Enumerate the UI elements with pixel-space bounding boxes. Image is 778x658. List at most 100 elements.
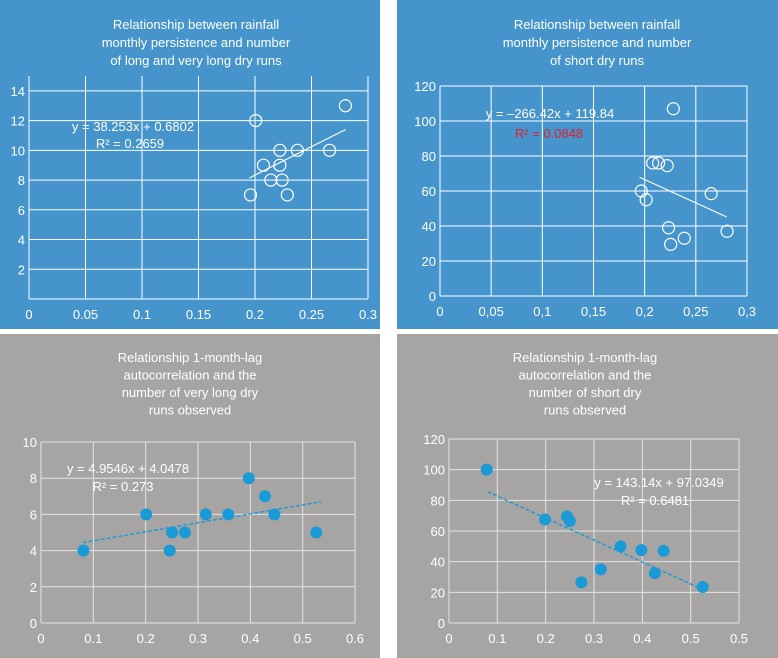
trendline-equation: y = 143.14x + 97.0349 bbox=[594, 475, 723, 490]
y-tick-label: 6 bbox=[18, 203, 25, 218]
trendline bbox=[249, 129, 346, 179]
x-tick-label: 0.3 bbox=[585, 631, 603, 646]
y-tick-label: 100 bbox=[414, 114, 436, 129]
data-point bbox=[575, 576, 588, 589]
y-tick-label: 4 bbox=[18, 233, 25, 248]
x-tick-label: 0,05 bbox=[479, 304, 504, 319]
r-squared-label: R² = 0.2659 bbox=[96, 136, 164, 151]
x-tick-label: 0 bbox=[436, 304, 443, 319]
chart-title-line: autocorrelation and the bbox=[124, 368, 257, 383]
data-point bbox=[268, 508, 281, 521]
y-tick-label: 10 bbox=[23, 435, 37, 450]
chart-panel-3: Relationship 1-month-lag autocorrelation … bbox=[0, 334, 380, 658]
data-point bbox=[249, 113, 263, 128]
y-tick-label: 2 bbox=[18, 262, 25, 277]
x-tick-label: 0.2 bbox=[137, 631, 155, 646]
x-tick-label: 0.1 bbox=[84, 631, 102, 646]
x-tick-label: 0,15 bbox=[581, 304, 606, 319]
y-tick-label: 4 bbox=[30, 544, 37, 559]
chart-2-svg: Relationship between rainfall monthly per… bbox=[414, 17, 756, 319]
x-tick-label: 0,3 bbox=[738, 304, 756, 319]
chart-1-svg: Relationship between rainfall monthly per… bbox=[11, 17, 378, 322]
data-point bbox=[338, 99, 352, 113]
chart-title-line: number of very long dry bbox=[122, 385, 259, 400]
x-tick-label: 0 bbox=[25, 307, 32, 322]
x-tick-label: 0.1 bbox=[133, 307, 151, 322]
x-tick-label: 0,1 bbox=[533, 304, 551, 319]
x-tick-label: 0 bbox=[445, 631, 452, 646]
data-point bbox=[140, 508, 153, 521]
x-tick-label: 0.3 bbox=[359, 307, 377, 322]
y-tick-label: 0 bbox=[438, 616, 445, 631]
y-tick-label: 20 bbox=[422, 254, 436, 269]
x-tick-label: 0,2 bbox=[636, 304, 654, 319]
x-tick-label: 0 bbox=[37, 631, 44, 646]
data-point bbox=[480, 463, 493, 476]
r-squared-label: R² = 0.6481 bbox=[621, 493, 689, 508]
x-tick-label: 0.4 bbox=[241, 631, 259, 646]
chart-title-line: number of short dry bbox=[529, 385, 642, 400]
data-point bbox=[539, 513, 552, 526]
trendline bbox=[487, 491, 704, 591]
x-tick-label: 0.4 bbox=[633, 631, 651, 646]
data-point bbox=[256, 158, 271, 172]
r-squared-label: R² = 0.273 bbox=[92, 479, 153, 494]
data-point bbox=[199, 508, 212, 521]
data-point bbox=[280, 188, 294, 202]
chart-title-line: autocorrelation and the bbox=[519, 368, 652, 383]
chart-title-line: monthly persistence and number bbox=[102, 35, 291, 50]
data-point bbox=[273, 158, 287, 172]
data-point bbox=[242, 472, 255, 485]
x-tick-label: 0.5 bbox=[730, 631, 748, 646]
y-tick-label: 8 bbox=[30, 471, 37, 486]
x-tick-label: 0.5 bbox=[294, 631, 312, 646]
x-tick-label: 0.05 bbox=[73, 307, 98, 322]
trendline bbox=[639, 176, 727, 218]
chart-title-line: Relationship 1-month-lag bbox=[118, 350, 263, 365]
y-tick-label: 6 bbox=[30, 507, 37, 522]
chart-title-line: runs observed bbox=[544, 403, 626, 418]
data-point bbox=[657, 544, 670, 557]
chart-title-line: of long and very long dry runs bbox=[110, 53, 282, 68]
y-tick-label: 12 bbox=[11, 114, 25, 129]
y-tick-label: 120 bbox=[414, 79, 436, 94]
x-tick-label: 0.1 bbox=[488, 631, 506, 646]
data-point bbox=[666, 102, 680, 116]
trendline bbox=[82, 501, 322, 544]
y-tick-label: 0 bbox=[30, 616, 37, 631]
data-point bbox=[163, 544, 176, 557]
y-tick-label: 0 bbox=[429, 289, 436, 304]
data-point bbox=[635, 544, 648, 557]
y-tick-label: 40 bbox=[431, 555, 445, 570]
x-tick-label: 0.5 bbox=[682, 631, 700, 646]
chart-panel-2: Relationship between rainfall monthly per… bbox=[397, 0, 778, 329]
trendline-equation: y = –266.42x + 119.84 bbox=[486, 106, 614, 121]
data-point bbox=[178, 526, 191, 539]
y-tick-label: 80 bbox=[431, 493, 445, 508]
data-point bbox=[614, 540, 627, 553]
data-point bbox=[310, 526, 323, 539]
data-point bbox=[646, 156, 660, 170]
data-point bbox=[563, 515, 576, 528]
data-point bbox=[664, 237, 678, 251]
x-tick-label: 0.2 bbox=[246, 307, 264, 322]
y-tick-label: 10 bbox=[11, 143, 25, 158]
data-point bbox=[166, 526, 179, 539]
trendline-equation: y = 4.9546x + 4.0478 bbox=[67, 461, 189, 476]
data-point bbox=[222, 508, 235, 521]
data-point bbox=[660, 159, 674, 173]
data-point bbox=[243, 188, 258, 202]
y-tick-label: 8 bbox=[18, 173, 25, 188]
x-tick-label: 0.6 bbox=[346, 631, 364, 646]
data-point bbox=[662, 221, 676, 235]
chart-panel-1: Relationship between rainfall monthly per… bbox=[0, 0, 380, 329]
x-tick-label: 0.15 bbox=[186, 307, 211, 322]
x-tick-label: 0,25 bbox=[683, 304, 708, 319]
data-point bbox=[77, 544, 90, 557]
y-tick-label: 2 bbox=[30, 580, 37, 595]
y-tick-label: 20 bbox=[431, 585, 445, 600]
data-point bbox=[275, 173, 289, 187]
y-tick-label: 60 bbox=[422, 184, 436, 199]
y-tick-label: 120 bbox=[423, 432, 445, 447]
chart-title-line: runs observed bbox=[149, 403, 231, 418]
